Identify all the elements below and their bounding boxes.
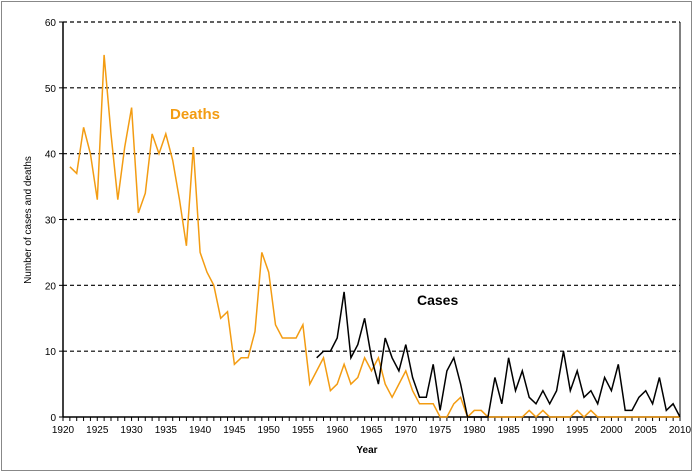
x-axis-label: Year xyxy=(356,445,377,456)
y-tick-label: 20 xyxy=(45,281,57,292)
y-tick-label: 60 xyxy=(45,18,57,29)
x-tick-label: 1930 xyxy=(120,425,143,436)
x-tick-label: 1975 xyxy=(429,425,452,436)
x-tick-label: 1980 xyxy=(463,425,486,436)
x-tick-label: 2005 xyxy=(635,425,658,436)
y-axis-label: Number of cases and deaths xyxy=(23,156,34,284)
x-tick-label: 1940 xyxy=(189,425,212,436)
x-tick-label: 1950 xyxy=(258,425,281,436)
y-tick-label: 50 xyxy=(45,84,57,95)
x-tick-label: 1995 xyxy=(566,425,589,436)
legend-label-cases: Cases xyxy=(417,292,458,308)
y-tick-label: 0 xyxy=(50,413,56,424)
x-tick-label: 1965 xyxy=(360,425,383,436)
y-tick-label: 10 xyxy=(45,347,57,358)
x-tick-label: 1920 xyxy=(52,425,75,436)
x-tick-label: 1955 xyxy=(292,425,315,436)
y-tick-label: 40 xyxy=(45,150,57,161)
x-tick-label: 1945 xyxy=(223,425,246,436)
x-tick-label: 1990 xyxy=(532,425,555,436)
x-tick-label: 1935 xyxy=(155,425,178,436)
x-tick-label: 1985 xyxy=(497,425,520,436)
y-tick-label: 30 xyxy=(45,216,57,227)
x-tick-label: 2010 xyxy=(669,425,692,436)
legend-label-deaths: Deaths xyxy=(170,106,220,123)
x-tick-label: 1925 xyxy=(86,425,109,436)
x-tick-label: 2000 xyxy=(600,425,623,436)
series-line-cases xyxy=(316,291,681,418)
series-line-deaths xyxy=(69,54,680,419)
x-tick-label: 1960 xyxy=(326,425,349,436)
x-tick-label: 1970 xyxy=(395,425,418,436)
